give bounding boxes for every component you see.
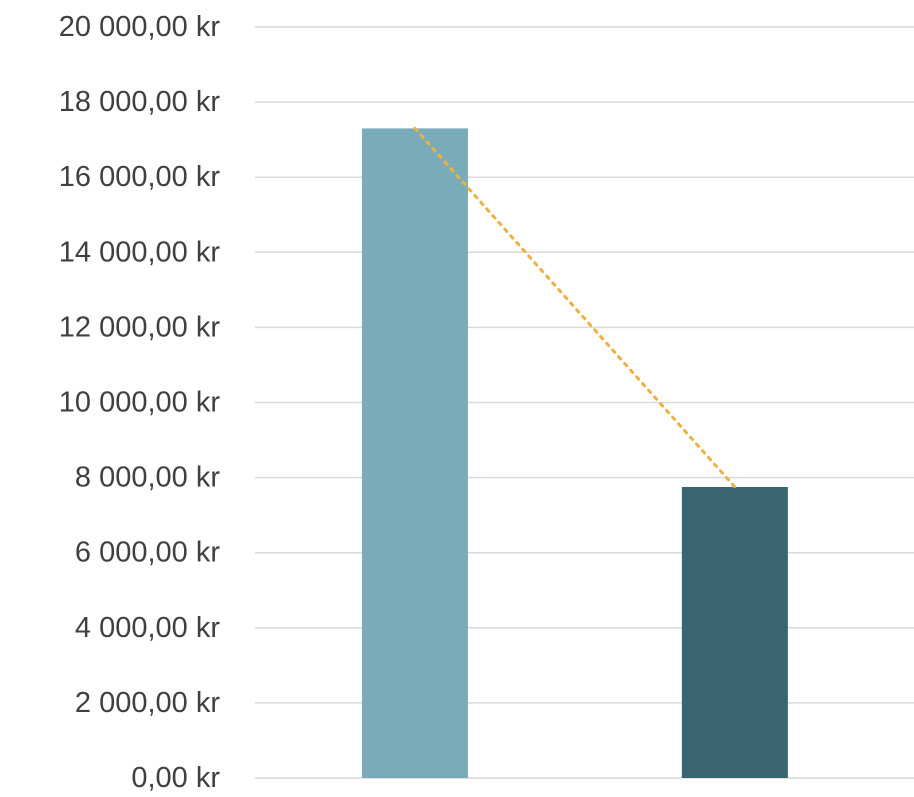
y-tick-label: 6 000,00 kr [75, 537, 220, 569]
y-axis-tick-labels: 0,00 kr 2 000,00 kr 4 000,00 kr 6 000,00 kr… [59, 11, 221, 794]
y-tick-label: 4 000,00 kr [75, 612, 220, 644]
y-tick-label: 12 000,00 kr [59, 311, 221, 343]
gridlines [255, 26, 914, 779]
bars [361, 128, 788, 778]
y-tick-label: 2 000,00 kr [75, 687, 220, 719]
bar-2 [681, 486, 788, 778]
y-tick-label: 16 000,00 kr [59, 161, 221, 193]
trendline-layer [413, 126, 737, 489]
y-tick-label: 20 000,00 kr [59, 11, 221, 43]
y-tick-label: 0,00 kr [131, 762, 220, 794]
y-tick-label: 14 000,00 kr [59, 236, 221, 268]
y-tick-label: 8 000,00 kr [75, 462, 220, 494]
y-tick-label: 10 000,00 kr [59, 387, 221, 419]
y-tick-label: 18 000,00 kr [59, 86, 221, 118]
trendline [413, 126, 737, 489]
bar-1 [361, 128, 468, 778]
